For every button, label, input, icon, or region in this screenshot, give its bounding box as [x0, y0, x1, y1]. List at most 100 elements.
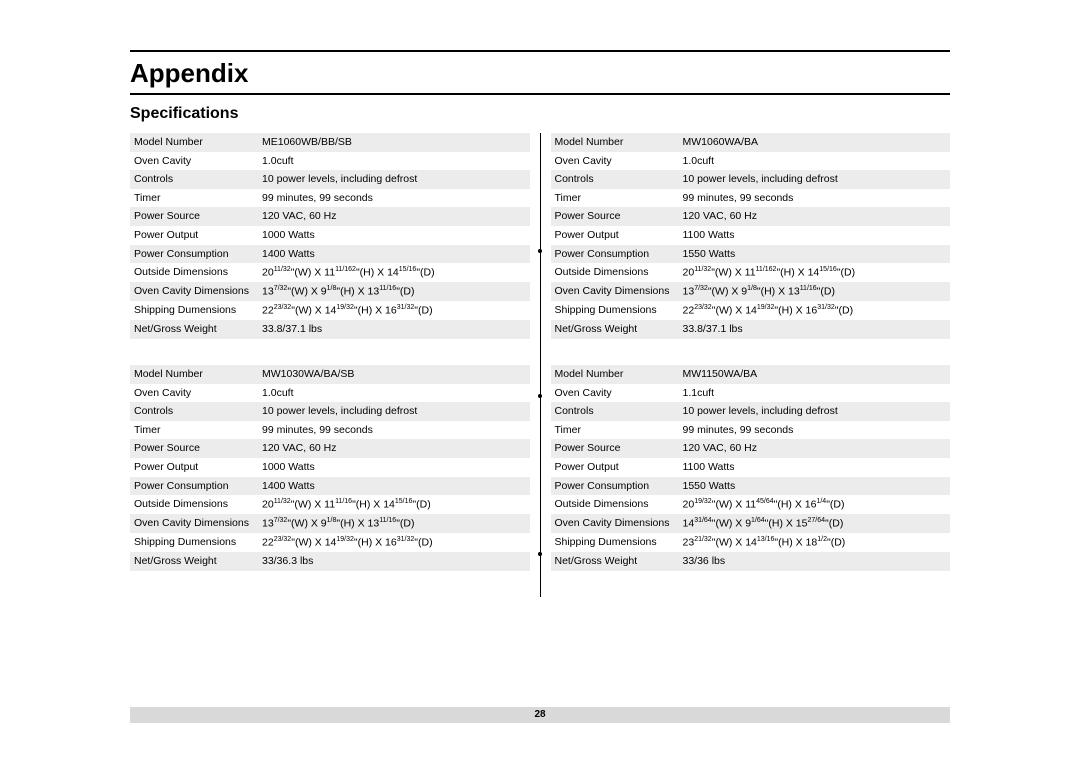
- table-row: Controls10 power levels, including defro…: [551, 170, 951, 189]
- right-column: Model NumberMW1060WA/BAOven Cavity1.0cuf…: [541, 133, 951, 597]
- table-row: Outside Dimensions2011/32"(W) X 1111/16"…: [130, 495, 530, 514]
- table-row: Power Consumption1400 Watts: [130, 477, 530, 496]
- table-row: Power Source120 VAC, 60 Hz: [551, 207, 951, 226]
- table-row: Shipping Dumensions2223/32"(W) X 1419/32…: [130, 301, 530, 320]
- spec-label: Oven Cavity Dimensions: [134, 517, 262, 530]
- table-row: Timer99 minutes, 99 seconds: [551, 421, 951, 440]
- table-row: Power Consumption1400 Watts: [130, 245, 530, 264]
- spec-value: 1550 Watts: [683, 480, 947, 493]
- table-row: Model NumberME1060WB/BB/SB: [130, 133, 530, 152]
- spec-value: 33/36.3 lbs: [262, 555, 526, 568]
- page-title: Appendix: [130, 58, 950, 89]
- table-row: Shipping Dumensions2321/32"(W) X 1413/16…: [551, 533, 951, 552]
- spec-label: Net/Gross Weight: [555, 323, 683, 336]
- table-row: Power Consumption1550 Watts: [551, 477, 951, 496]
- spec-label: Power Output: [134, 229, 262, 242]
- table-row: Outside Dimensions2019/32"(W) X 1145/64"…: [551, 495, 951, 514]
- spec-value: 99 minutes, 99 seconds: [683, 424, 947, 437]
- spec-value: MW1030WA/BA/SB: [262, 368, 526, 381]
- table-row: Oven Cavity1.0cuft: [130, 384, 530, 403]
- table-row: Power Consumption1550 Watts: [551, 245, 951, 264]
- spec-label: Power Source: [555, 442, 683, 455]
- table-row: Net/Gross Weight33/36.3 lbs: [130, 552, 530, 571]
- spec-label: Outside Dimensions: [555, 498, 683, 511]
- table-row: Oven Cavity Dimensions137/32"(W) X 91/8"…: [130, 282, 530, 301]
- spec-label: Power Consumption: [555, 480, 683, 493]
- spec-label: Timer: [134, 424, 262, 437]
- spec-label: Power Output: [555, 229, 683, 242]
- spec-label: Oven Cavity Dimensions: [555, 517, 683, 530]
- spec-label: Outside Dimensions: [134, 266, 262, 279]
- spec-value: 1100 Watts: [683, 461, 947, 474]
- spec-label: Power Consumption: [134, 480, 262, 493]
- spec-label: Model Number: [555, 136, 683, 149]
- table-row: Outside Dimensions2011/32"(W) X 1111/162…: [130, 263, 530, 282]
- spec-label: Controls: [555, 405, 683, 418]
- spec-label: Model Number: [134, 136, 262, 149]
- table-row: Controls10 power levels, including defro…: [130, 402, 530, 421]
- spec-value: 1000 Watts: [262, 229, 526, 242]
- spec-value: 1100 Watts: [683, 229, 947, 242]
- spec-label: Oven Cavity Dimensions: [134, 285, 262, 298]
- spec-label: Power Consumption: [134, 248, 262, 261]
- spec-value: 10 power levels, including defrost: [262, 405, 526, 418]
- table-row: Shipping Dumensions2223/32"(W) X 1419/32…: [130, 533, 530, 552]
- spec-value: 1400 Watts: [262, 480, 526, 493]
- spec-label: Shipping Dumensions: [555, 536, 683, 549]
- spec-label: Oven Cavity Dimensions: [555, 285, 683, 298]
- spec-value: 10 power levels, including defrost: [262, 173, 526, 186]
- spec-label: Oven Cavity: [555, 387, 683, 400]
- section-subtitle: Specifications: [130, 105, 950, 123]
- table-row: Power Output1000 Watts: [130, 458, 530, 477]
- spec-value: 1000 Watts: [262, 461, 526, 474]
- spec-value: 10 power levels, including defrost: [683, 405, 947, 418]
- spec-label: Model Number: [555, 368, 683, 381]
- table-row: Oven Cavity Dimensions137/32"(W) X 91/8"…: [551, 282, 951, 301]
- table-row: Model NumberMW1060WA/BA: [551, 133, 951, 152]
- left-column: Model NumberME1060WB/BB/SBOven Cavity1.0…: [130, 133, 540, 597]
- table-row: Shipping Dumensions2223/32"(W) X 1419/32…: [551, 301, 951, 320]
- spec-value: 120 VAC, 60 Hz: [262, 210, 526, 223]
- spec-label: Oven Cavity: [134, 387, 262, 400]
- spec-value: 137/32"(W) X 91/8"(H) X 1311/16"(D): [262, 517, 526, 530]
- table-row: Controls10 power levels, including defro…: [551, 402, 951, 421]
- spec-value: 33.8/37.1 lbs: [683, 323, 947, 336]
- table-row: Timer99 minutes, 99 seconds: [551, 189, 951, 208]
- table-row: Oven Cavity Dimensions137/32"(W) X 91/8"…: [130, 514, 530, 533]
- spec-value: 2223/32"(W) X 1419/32"(H) X 1631/32"(D): [262, 304, 526, 317]
- spec-value: 99 minutes, 99 seconds: [262, 192, 526, 205]
- page-number-bar: 28: [130, 707, 950, 723]
- spec-label: Controls: [134, 405, 262, 418]
- spec-label: Power Source: [134, 210, 262, 223]
- spec-label: Power Output: [134, 461, 262, 474]
- table-row: Oven Cavity1.1cuft: [551, 384, 951, 403]
- spec-label: Shipping Dumensions: [134, 536, 262, 549]
- spec-value: 1.1cuft: [683, 387, 947, 400]
- table-row: Net/Gross Weight33/36 lbs: [551, 552, 951, 571]
- table-row: Model NumberMW1030WA/BA/SB: [130, 365, 530, 384]
- page-number: 28: [534, 709, 545, 720]
- spec-value: ME1060WB/BB/SB: [262, 136, 526, 149]
- spec-value: MW1060WA/BA: [683, 136, 947, 149]
- spec-label: Model Number: [134, 368, 262, 381]
- table-row: Model NumberMW1150WA/BA: [551, 365, 951, 384]
- table-row: Power Source120 VAC, 60 Hz: [551, 439, 951, 458]
- table-row: Oven Cavity1.0cuft: [130, 152, 530, 171]
- spec-value: 120 VAC, 60 Hz: [683, 210, 947, 223]
- spec-value: 1.0cuft: [262, 387, 526, 400]
- spec-value: 2011/32"(W) X 1111/162"(H) X 1415/16"(D): [262, 266, 526, 279]
- table-row: Power Source120 VAC, 60 Hz: [130, 439, 530, 458]
- spec-label: Timer: [134, 192, 262, 205]
- spec-value: 1.0cuft: [683, 155, 947, 168]
- spec-value: 10 power levels, including defrost: [683, 173, 947, 186]
- spec-label: Power Output: [555, 461, 683, 474]
- spec-label: Outside Dimensions: [555, 266, 683, 279]
- table-row: Timer99 minutes, 99 seconds: [130, 421, 530, 440]
- spec-label: Shipping Dumensions: [134, 304, 262, 317]
- spec-value: 120 VAC, 60 Hz: [262, 442, 526, 455]
- table-row: Power Source120 VAC, 60 Hz: [130, 207, 530, 226]
- spec-label: Outside Dimensions: [134, 498, 262, 511]
- spec-label: Oven Cavity: [555, 155, 683, 168]
- spec-label: Controls: [134, 173, 262, 186]
- spec-value: 33/36 lbs: [683, 555, 947, 568]
